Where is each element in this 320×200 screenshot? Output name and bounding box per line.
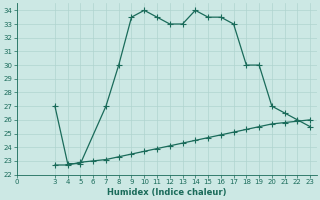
X-axis label: Humidex (Indice chaleur): Humidex (Indice chaleur) [107, 188, 226, 197]
